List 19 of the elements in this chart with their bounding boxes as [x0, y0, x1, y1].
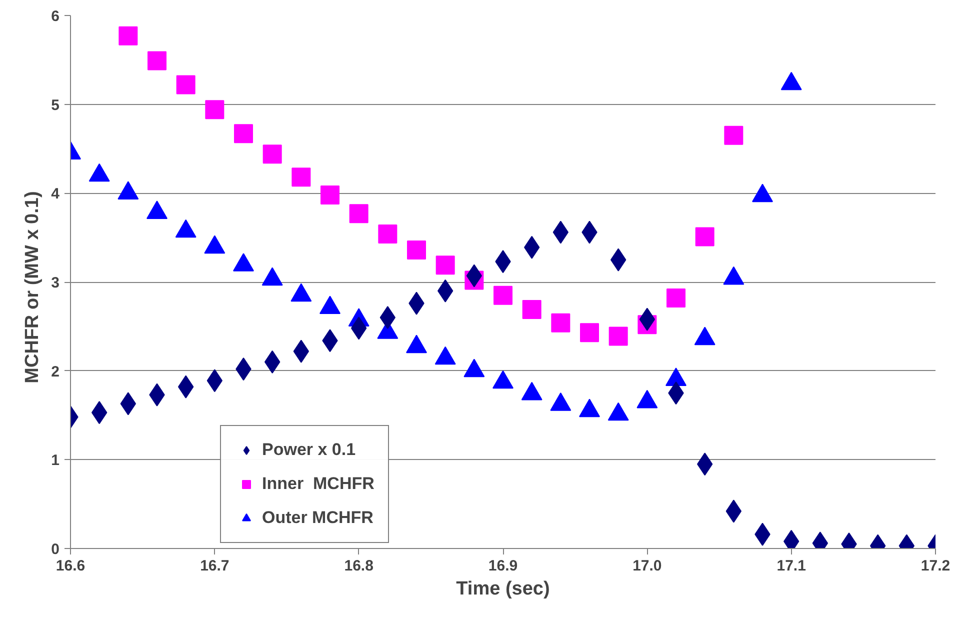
y-axis-title: MCHFR or (MW x 0.1): [22, 191, 44, 384]
x-tick-label: 16.6: [56, 558, 86, 574]
y-tick-label: 2: [51, 363, 60, 380]
legend-label: Outer MCHFR: [262, 508, 374, 528]
y-tick-label: 6: [51, 8, 60, 25]
y-tick-label: 4: [51, 186, 60, 203]
y-tick-label: 3: [51, 274, 60, 292]
x-tick-label: 17.0: [632, 558, 662, 574]
y-tick-label: 0: [51, 541, 60, 558]
x-tick-label: 16.7: [200, 558, 230, 574]
x-tick-label: 17.2: [920, 558, 950, 574]
y-tick-label: 5: [51, 96, 60, 114]
legend-label: Inner MCHFR: [262, 474, 374, 494]
x-tick-label: 17.1: [776, 558, 806, 574]
y-tick-label: 1: [51, 452, 60, 470]
x-axis-title: Time (sec): [456, 578, 550, 600]
x-tick-label: 16.8: [344, 558, 374, 574]
legend-label: Power x 0.1: [262, 440, 356, 460]
x-tick-label: 16.9: [488, 558, 518, 574]
